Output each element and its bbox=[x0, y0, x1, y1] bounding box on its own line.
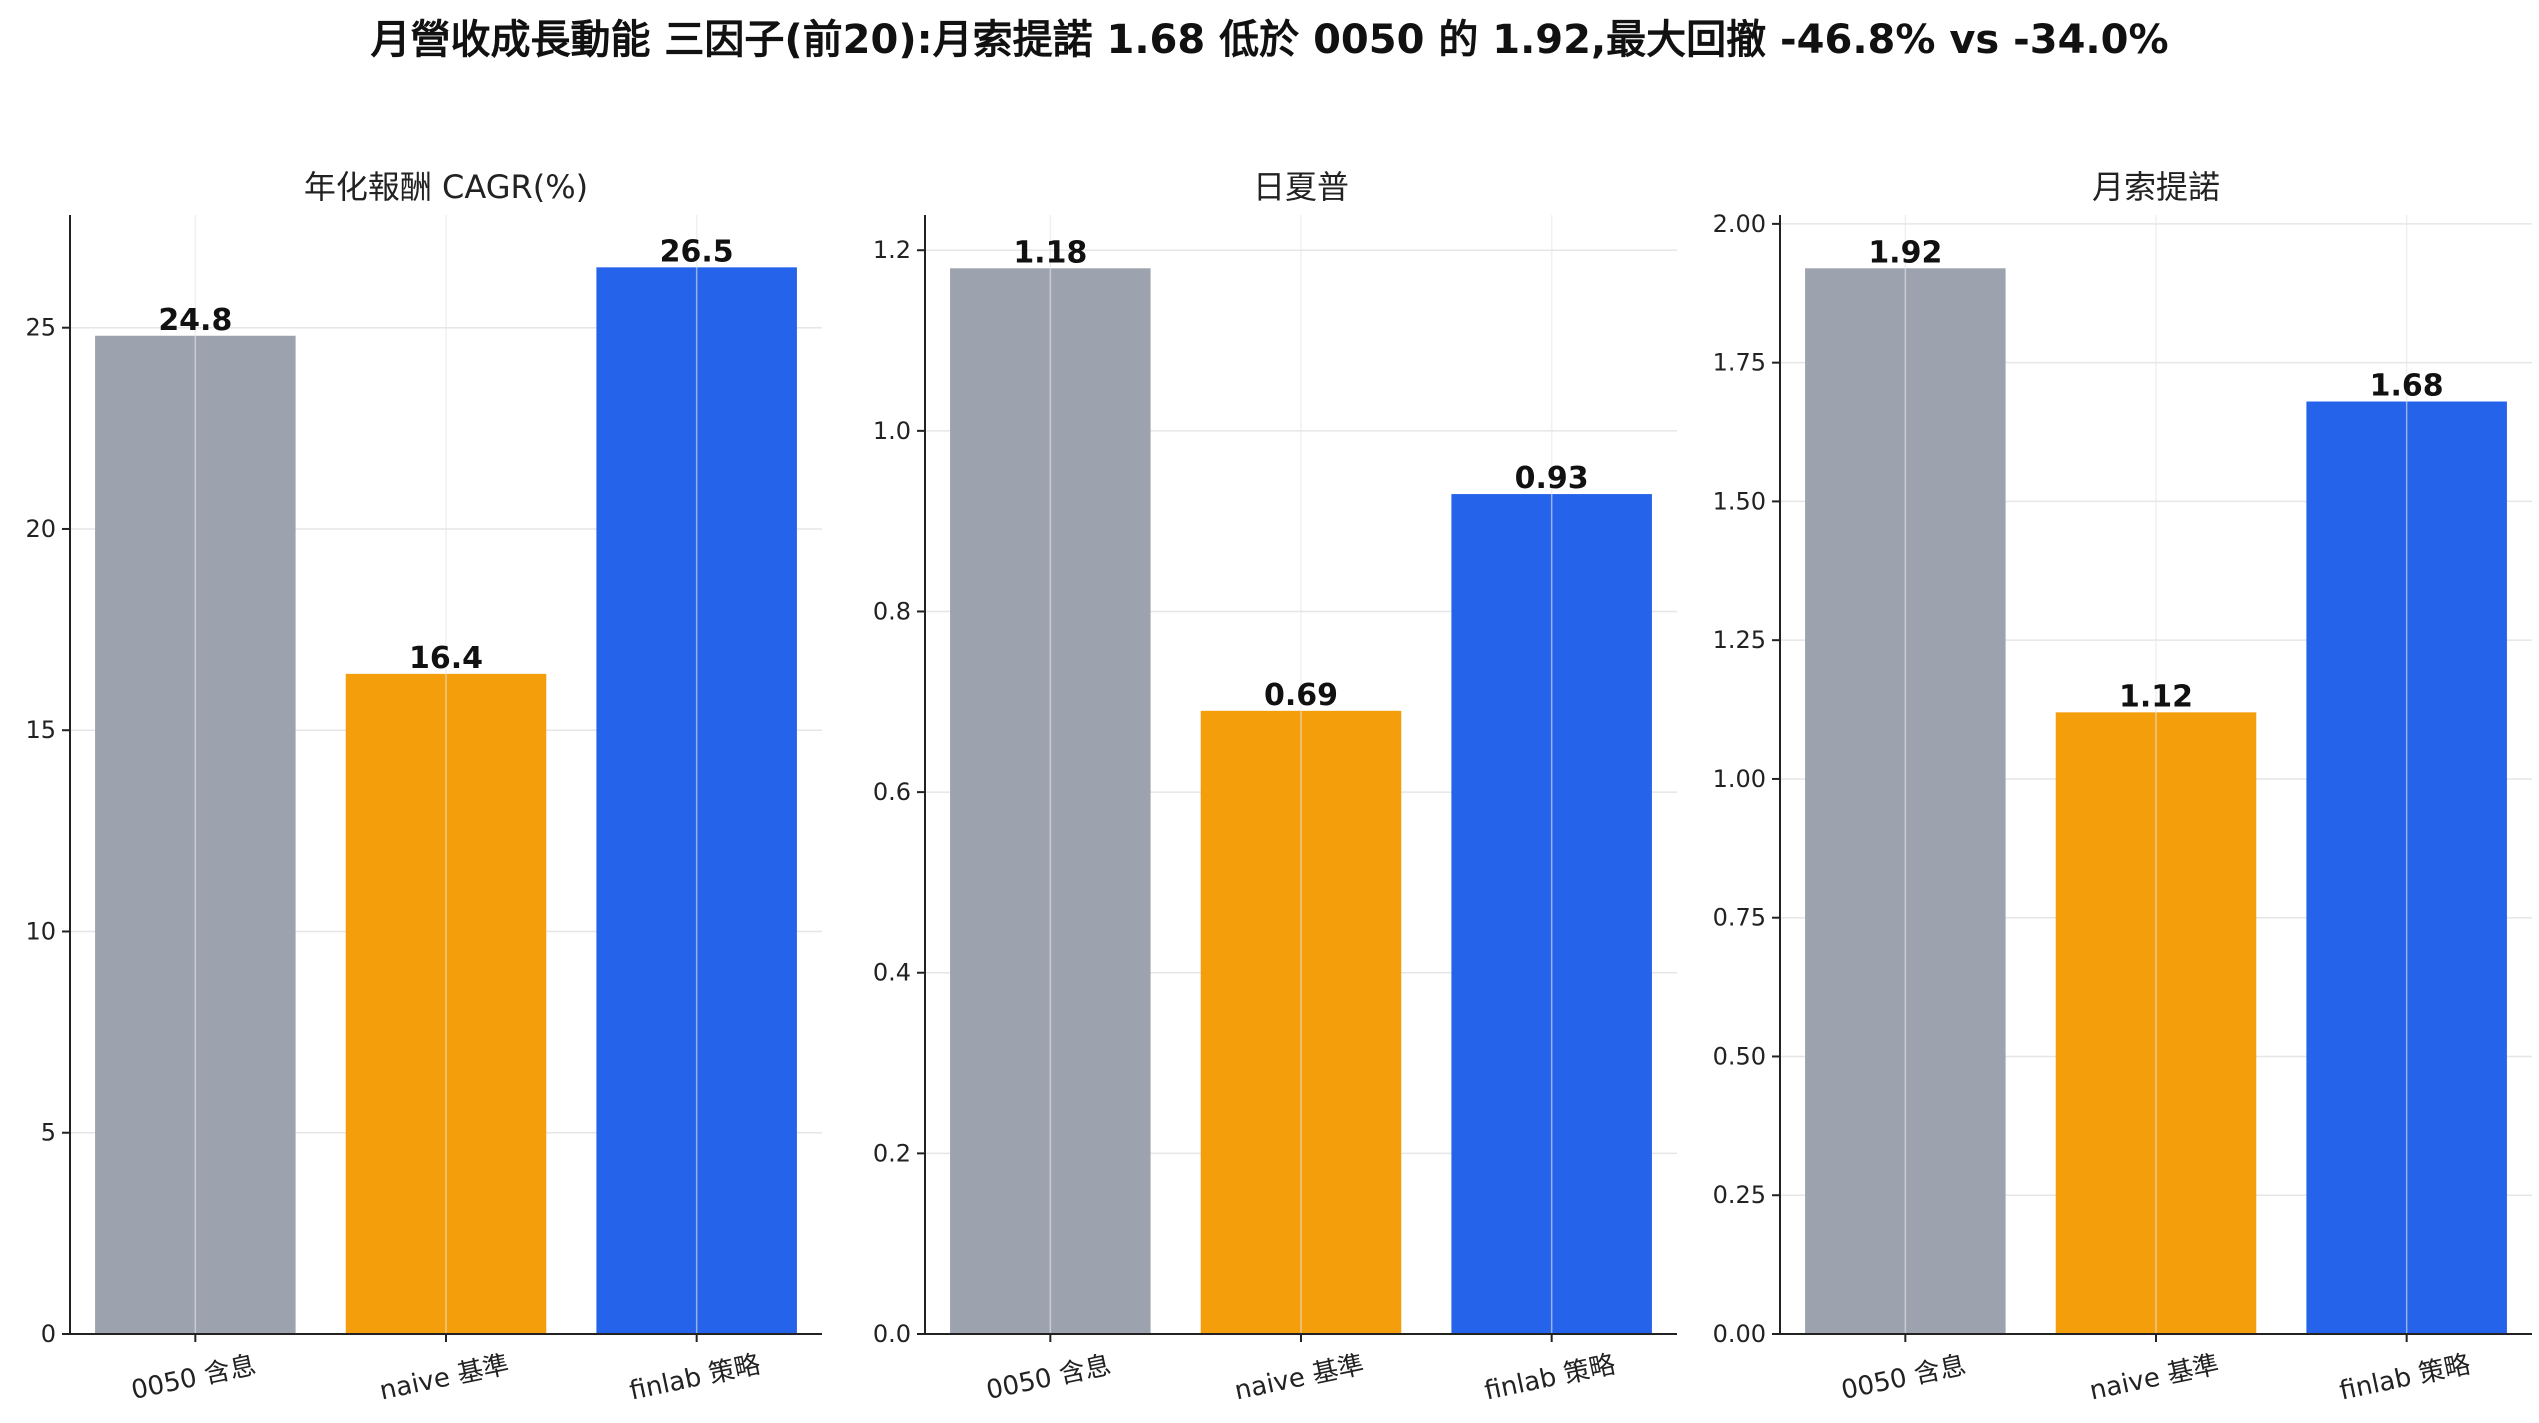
y-tick-label: 0.0 bbox=[873, 1320, 911, 1348]
bar-value-label: 1.68 bbox=[2370, 369, 2444, 404]
bar-value-label: 26.5 bbox=[660, 234, 734, 269]
subplot-title: 日夏普 bbox=[1253, 168, 1349, 206]
bar-value-label: 0.69 bbox=[1264, 678, 1338, 713]
y-tick-label: 1.0 bbox=[873, 417, 911, 445]
y-tick-label: 1.75 bbox=[1713, 349, 1766, 377]
bar-value-label: 0.93 bbox=[1515, 461, 1589, 496]
y-tick-label: 1.25 bbox=[1713, 626, 1766, 654]
y-tick-label: 0.25 bbox=[1713, 1181, 1766, 1209]
bar-value-label: 1.18 bbox=[1013, 235, 1087, 270]
bar-value-label: 1.12 bbox=[2119, 679, 2193, 714]
y-tick-label: 0.50 bbox=[1713, 1042, 1766, 1070]
y-tick-label: 0.6 bbox=[873, 778, 911, 806]
x-tick-label: finlab 策略 bbox=[2337, 1350, 2473, 1407]
y-tick-label: 0.4 bbox=[873, 959, 911, 987]
y-tick-label: 1.2 bbox=[873, 236, 911, 264]
y-tick-label: 0.75 bbox=[1713, 904, 1766, 932]
y-tick-label: 10 bbox=[25, 917, 56, 945]
subplot-2: 0.0 0.2 0.4 0.6 0.8 1.0 1.2 0050 含息 naive 基準 finl… bbox=[873, 168, 1677, 1407]
bar-value-label: 24.8 bbox=[158, 303, 232, 338]
y-tick-label: 0 bbox=[41, 1320, 56, 1348]
y-tick-label: 0.8 bbox=[873, 597, 911, 625]
subplot-3: 0.00 0.25 0.50 0.75 1.00 1.25 1.50 1.75 2.00 0050… bbox=[1713, 168, 2532, 1407]
y-tick-label: 2.00 bbox=[1713, 210, 1766, 238]
y-tick-label: 1.50 bbox=[1713, 487, 1766, 515]
y-tick-label: 0.2 bbox=[873, 1139, 911, 1167]
x-tick-label: 0050 含息 bbox=[984, 1350, 1114, 1406]
y-tick-label: 0.00 bbox=[1713, 1320, 1766, 1348]
subplot-title: 月索提諾 bbox=[2092, 168, 2220, 206]
y-tick-label: 1.00 bbox=[1713, 765, 1766, 793]
x-tick-label: naive 基準 bbox=[377, 1350, 512, 1407]
subplot-1: 0 5 10 15 20 25 0050 含息 naive 基準 finlab 策略 24.8 16… bbox=[25, 168, 822, 1407]
x-tick-label: 0050 含息 bbox=[129, 1350, 259, 1406]
figure-title: 月營收成長動能 三因子(前20):月索提諾 1.68 低於 0050 的 1.9… bbox=[370, 17, 2169, 63]
x-tick-label: 0050 含息 bbox=[1839, 1350, 1969, 1406]
bar-value-label: 16.4 bbox=[409, 641, 483, 676]
y-tick-label: 20 bbox=[25, 515, 56, 543]
y-tick-label: 5 bbox=[41, 1119, 56, 1147]
y-tick-label: 25 bbox=[25, 314, 56, 342]
x-tick-label: naive 基準 bbox=[2087, 1350, 2222, 1407]
x-tick-label: finlab 策略 bbox=[1482, 1350, 1618, 1407]
bar-value-label: 1.92 bbox=[1868, 235, 1942, 270]
subplot-title: 年化報酬 CAGR(%) bbox=[304, 168, 588, 206]
x-tick-label: finlab 策略 bbox=[627, 1350, 763, 1407]
x-tick-label: naive 基準 bbox=[1232, 1350, 1367, 1407]
y-tick-label: 15 bbox=[25, 716, 56, 744]
